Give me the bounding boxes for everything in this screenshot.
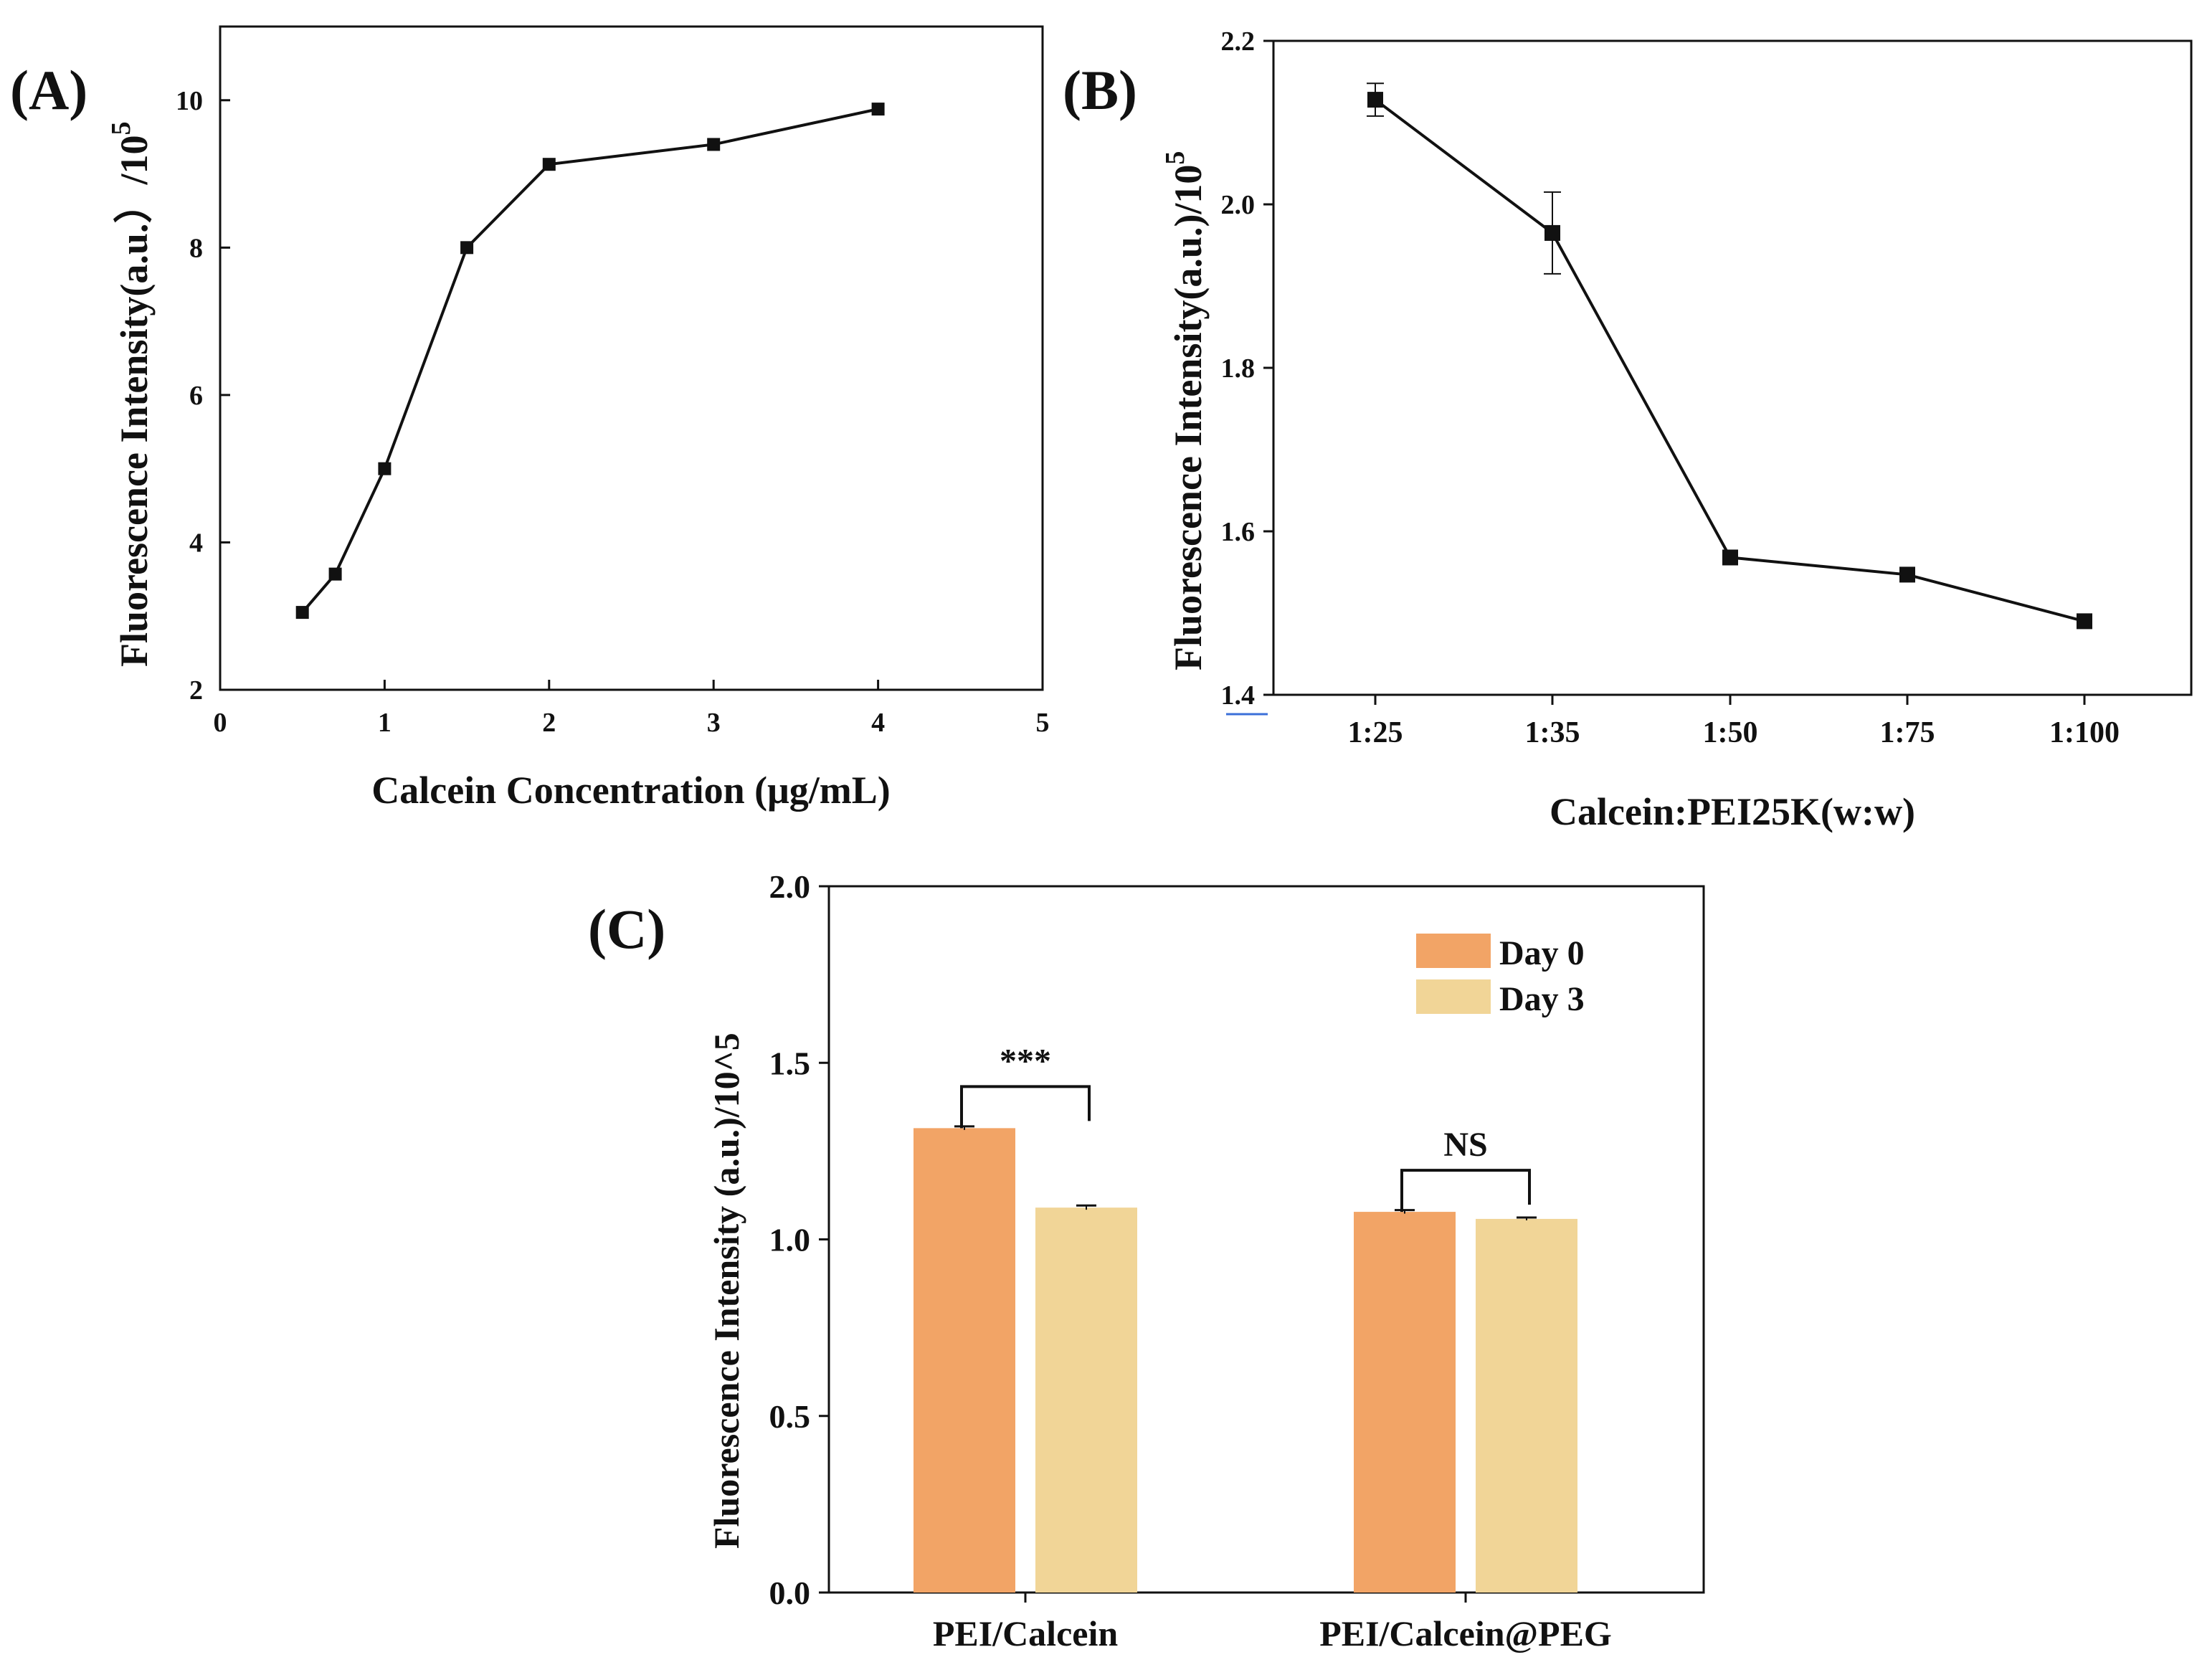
panel-c: (C) *** NS PEI/Calcein PEI/Calcein@PEG 0.0…	[588, 868, 1705, 1653]
panel-b-data-point	[1544, 224, 1560, 241]
panel-b-x-tick-label: 1:25	[1348, 716, 1403, 749]
panel-c-x-tick-label: PEI/Calcein	[933, 1613, 1119, 1653]
panel-a-x-axis: 0 1 2 3 4 5	[214, 680, 1050, 738]
panel-b-data-point	[1722, 549, 1738, 566]
panel-c-label: (C)	[588, 898, 665, 960]
panel-c-significance-bracket	[1400, 1169, 1531, 1212]
panel-b-axes-frame	[1272, 39, 2193, 696]
panel-b-data-point	[1899, 566, 1915, 583]
panel-b-y-tick-label: 1.6	[1221, 517, 1256, 547]
legend-swatch-day0	[1416, 934, 1491, 968]
panel-c-significance-label: NS	[1443, 1126, 1487, 1164]
panel-b-data-point	[1367, 92, 1383, 108]
panel-a-y-axis-label-main: Fluorescence Intensity(a.u.）/10	[113, 136, 156, 667]
legend-swatch-day3	[1416, 979, 1491, 1014]
panel-a-y-tick-label: 2	[189, 675, 203, 706]
panel-a-y-axis: 2 4 6 8 10	[176, 86, 230, 706]
panel-a-x-tick-label: 4	[871, 708, 885, 738]
panel-a-data-point	[871, 103, 885, 116]
panel-c-y-axis: 0.0 0.5 1.0 1.5 2.0	[769, 868, 829, 1611]
panel-a-series-line	[301, 108, 879, 614]
panel-a-data-point	[707, 138, 721, 151]
panel-a-data-point	[542, 158, 556, 171]
panel-b-y-axis-label: Fluorescence Intensity(a.u.)/105	[1160, 151, 1210, 670]
panel-b-points	[1367, 92, 2092, 630]
panel-b-y-tick-label: 1.8	[1221, 353, 1256, 384]
panel-a-x-tick-label: 5	[1036, 708, 1050, 738]
panel-a-y-tick-label: 4	[189, 528, 203, 558]
panel-b: (B) 1:25 1:35 1:50 1:75 1:100 1.4 1.6 1.8 2.0 2.…	[1063, 27, 2193, 833]
panel-c-significance-bracket	[960, 1085, 1091, 1129]
panel-a-x-tick-label: 2	[542, 708, 556, 738]
panel-b-x-tick-label: 1:50	[1703, 716, 1758, 749]
panel-b-y-tick-label: 2.2	[1221, 27, 1256, 57]
panel-c-y-tick-label: 1.0	[769, 1222, 811, 1258]
panel-b-y-tick-label: 1.4	[1221, 680, 1256, 711]
panel-a-y-tick-label: 6	[189, 381, 203, 411]
panel-c-error-bars	[954, 1125, 1537, 1220]
panel-a-data-point	[378, 462, 392, 475]
panel-b-data-point	[2077, 613, 2092, 630]
panel-a-data-point	[460, 241, 474, 255]
panel-b-x-tick-label: 1:100	[2049, 716, 2120, 749]
panel-c-bar	[1476, 1218, 1577, 1593]
panel-b-y-tick-label: 2.0	[1221, 190, 1256, 220]
panel-c-y-tick-label: 0.0	[769, 1575, 811, 1611]
panel-b-x-tick-label: 1:35	[1525, 716, 1580, 749]
panel-a-data-point	[295, 606, 309, 620]
panel-c-y-axis-label: Fluorescence Intensity (a.u.)/10^5	[706, 1033, 746, 1549]
panel-a-x-tick-label: 1	[378, 708, 392, 738]
panel-b-error-bars	[1367, 82, 1561, 275]
panel-a-points	[295, 103, 885, 620]
panel-a-x-axis-label: Calcein Concentration (μg/mL)	[371, 769, 891, 812]
panel-a-label: (A)	[10, 59, 87, 121]
panel-b-x-axis: 1:25 1:35 1:50 1:75 1:100	[1348, 695, 2120, 749]
panel-a-y-tick-label: 8	[189, 233, 203, 263]
panel-c-bar	[914, 1128, 1015, 1593]
panel-a: (A) 0 1 2 3 4 5 2 4 6 8 10 Calcein Concentration …	[10, 25, 1050, 812]
panel-b-y-axis-label-main: Fluorescence Intensity(a.u.)/10	[1167, 165, 1210, 670]
legend-label-day0: Day 0	[1499, 934, 1585, 972]
panel-c-y-tick-label: 0.5	[769, 1398, 811, 1435]
panel-a-x-tick-label: 0	[214, 708, 227, 738]
panel-a-y-tick-label: 10	[176, 86, 203, 116]
panel-b-y-axis-label-exponent: 5	[1160, 151, 1190, 165]
panel-b-label: (B)	[1063, 59, 1137, 121]
panel-b-x-tick-label: 1:75	[1880, 716, 1935, 749]
panel-c-bar	[1354, 1212, 1456, 1593]
panel-a-y-axis-label: Fluorescence Intensity(a.u.）/105	[106, 122, 156, 667]
panel-b-series-line	[1374, 98, 2085, 623]
panel-c-significance-label: ***	[1000, 1042, 1051, 1080]
panel-c-legend: Day 0 Day 3	[1416, 934, 1585, 1018]
panel-c-x-axis: PEI/Calcein PEI/Calcein@PEG	[933, 1593, 1612, 1653]
panel-c-significance: *** NS	[960, 1042, 1531, 1212]
panel-a-y-axis-label-exponent: 5	[106, 122, 136, 136]
panel-c-bar	[1035, 1207, 1137, 1593]
legend-label-day3: Day 3	[1499, 980, 1585, 1018]
panel-c-y-tick-label: 1.5	[769, 1045, 811, 1081]
panel-c-x-tick-label: PEI/Calcein@PEG	[1319, 1613, 1612, 1653]
panel-a-x-tick-label: 3	[707, 708, 721, 738]
panel-c-bars	[914, 1128, 1577, 1593]
panel-a-data-point	[328, 567, 342, 581]
panel-a-axes-frame	[219, 25, 1044, 691]
panel-b-y-axis: 1.4 1.6 1.8 2.0 2.2	[1221, 27, 1273, 711]
panel-b-x-axis-label: Calcein:PEI25K(w:w)	[1550, 790, 1915, 833]
panel-c-y-tick-label: 2.0	[769, 868, 811, 905]
